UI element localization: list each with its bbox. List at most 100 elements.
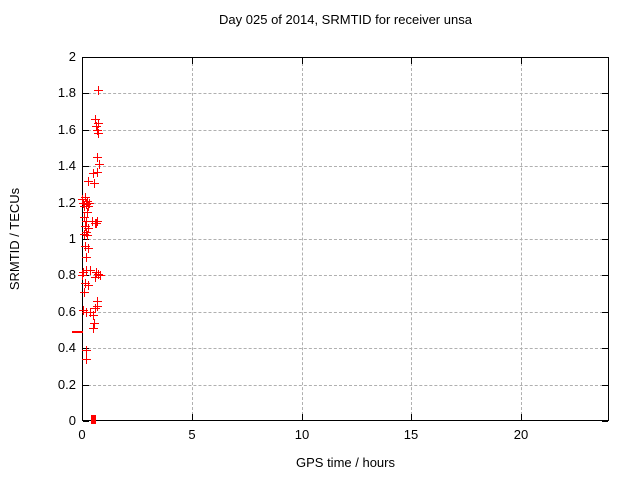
y-tick-mark-left bbox=[83, 130, 89, 131]
y-tick-mark-right bbox=[602, 385, 608, 386]
x-tick-mark-top bbox=[82, 58, 83, 64]
data-point-square-marker bbox=[91, 415, 96, 424]
y-tick-mark-right bbox=[602, 93, 608, 94]
data-point-marker bbox=[95, 160, 104, 169]
data-point-marker bbox=[93, 126, 102, 135]
data-point-marker bbox=[83, 197, 92, 206]
data-point-marker bbox=[91, 115, 100, 124]
data-point-marker bbox=[84, 177, 93, 186]
plot-border bbox=[82, 57, 609, 421]
y-tick-mark-left bbox=[83, 93, 89, 94]
y-tick-label: 1 bbox=[68, 231, 76, 246]
data-point-marker bbox=[93, 217, 102, 226]
y-tick-mark-right bbox=[602, 421, 608, 422]
data-point-marker bbox=[93, 302, 102, 311]
data-point-marker bbox=[90, 179, 99, 188]
data-point-dash-marker bbox=[72, 331, 83, 333]
gridline-horizontal bbox=[83, 312, 608, 313]
x-tick-mark-top bbox=[411, 58, 412, 64]
y-tick-mark-left bbox=[83, 385, 89, 386]
gridline-horizontal bbox=[83, 130, 608, 131]
x-tick-label: 15 bbox=[403, 427, 419, 442]
y-axis-label: SRMTID / TECUs bbox=[7, 187, 22, 291]
data-point-marker bbox=[82, 217, 91, 226]
data-point-marker bbox=[91, 304, 100, 313]
data-point-marker bbox=[81, 222, 90, 231]
gridline-horizontal bbox=[83, 385, 608, 386]
data-point-marker bbox=[92, 268, 101, 277]
y-tick-mark-right bbox=[602, 239, 608, 240]
y-tick-mark-right bbox=[602, 275, 608, 276]
data-point-marker bbox=[93, 168, 102, 177]
data-point-marker bbox=[84, 202, 93, 211]
y-tick-mark-left bbox=[83, 239, 89, 240]
data-point-marker bbox=[84, 244, 93, 253]
gridline-horizontal bbox=[83, 93, 608, 94]
data-point-marker bbox=[82, 200, 91, 209]
y-tick-mark-right bbox=[602, 166, 608, 167]
data-point-marker bbox=[84, 224, 93, 233]
data-point-marker bbox=[78, 271, 87, 280]
x-tick-mark-bottom bbox=[192, 414, 193, 420]
data-point-marker bbox=[96, 271, 105, 280]
data-point-marker bbox=[85, 199, 94, 208]
y-tick-label: 1.4 bbox=[57, 158, 76, 173]
gridline-horizontal bbox=[83, 275, 608, 276]
y-tick-mark-right bbox=[602, 348, 608, 349]
x-tick-mark-bottom bbox=[521, 414, 522, 420]
gridline-vertical bbox=[411, 58, 412, 420]
data-point-marker bbox=[82, 355, 91, 364]
data-point-marker bbox=[90, 319, 99, 328]
data-point-marker bbox=[81, 279, 90, 288]
y-tick-label: 0.2 bbox=[57, 377, 76, 392]
y-tick-mark-right bbox=[602, 203, 608, 204]
y-tick-label: 1.6 bbox=[57, 122, 76, 137]
data-point-marker bbox=[93, 297, 102, 306]
data-point-marker bbox=[93, 153, 102, 162]
data-point-marker bbox=[80, 230, 89, 239]
y-tick-label: 0.4 bbox=[57, 340, 76, 355]
x-tick-label: 20 bbox=[513, 427, 529, 442]
y-tick-mark-left bbox=[83, 421, 89, 422]
data-point-marker bbox=[89, 324, 98, 333]
y-tick-mark-left bbox=[83, 57, 89, 58]
data-point-marker bbox=[89, 311, 98, 320]
data-point-marker bbox=[78, 195, 87, 204]
data-point-marker bbox=[83, 231, 92, 240]
x-tick-mark-top bbox=[192, 58, 193, 64]
data-point-marker bbox=[82, 346, 91, 355]
chart-title: Day 025 of 2014, SRMTID for receiver uns… bbox=[219, 12, 472, 27]
data-point-marker bbox=[83, 208, 92, 217]
data-point-marker bbox=[86, 308, 95, 317]
data-point-marker bbox=[86, 266, 95, 275]
gridline-horizontal bbox=[83, 239, 608, 240]
data-point-marker bbox=[82, 253, 91, 262]
gridline-horizontal bbox=[83, 166, 608, 167]
data-point-marker bbox=[80, 213, 89, 222]
data-point-marker bbox=[79, 268, 88, 277]
data-point-marker bbox=[82, 228, 91, 237]
data-point-marker bbox=[89, 169, 98, 178]
y-tick-label: 0 bbox=[68, 413, 76, 428]
x-axis-label: GPS time / hours bbox=[296, 455, 395, 470]
data-point-marker bbox=[94, 86, 103, 95]
gridline-horizontal bbox=[83, 203, 608, 204]
y-tick-mark-right bbox=[602, 130, 608, 131]
data-point-marker bbox=[80, 288, 89, 297]
gridline-vertical bbox=[302, 58, 303, 420]
y-tick-label: 0.6 bbox=[57, 304, 76, 319]
x-tick-mark-bottom bbox=[411, 414, 412, 420]
y-tick-mark-right bbox=[602, 312, 608, 313]
gridline-vertical bbox=[521, 58, 522, 420]
data-point-marker bbox=[92, 219, 101, 228]
x-tick-mark-top bbox=[302, 58, 303, 64]
data-point-marker bbox=[84, 281, 93, 290]
data-point-marker bbox=[81, 193, 90, 202]
gridline-horizontal bbox=[83, 348, 608, 349]
data-point-marker bbox=[88, 217, 97, 226]
data-point-marker bbox=[79, 199, 88, 208]
gridline-vertical bbox=[192, 58, 193, 420]
y-tick-label: 1.2 bbox=[57, 195, 76, 210]
x-tick-label: 10 bbox=[294, 427, 310, 442]
